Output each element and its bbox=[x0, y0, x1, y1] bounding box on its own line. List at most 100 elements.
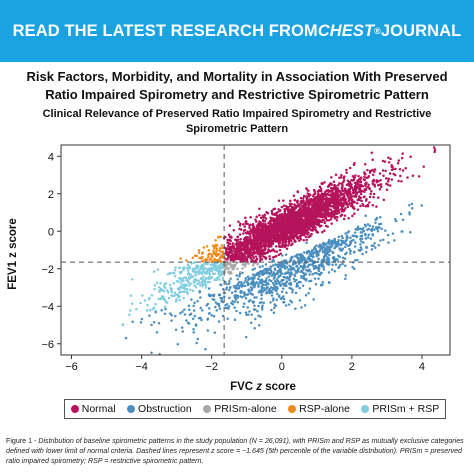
data-point bbox=[317, 269, 320, 272]
data-point bbox=[376, 230, 380, 233]
data-point bbox=[196, 337, 200, 341]
data-point bbox=[213, 272, 216, 275]
data-point bbox=[283, 209, 287, 213]
data-point bbox=[196, 300, 199, 303]
data-point bbox=[378, 188, 382, 191]
data-point bbox=[238, 284, 241, 288]
data-point bbox=[325, 248, 329, 251]
data-point bbox=[321, 205, 325, 209]
data-point bbox=[200, 272, 204, 276]
data-point bbox=[257, 304, 260, 308]
data-point bbox=[371, 168, 374, 172]
data-point bbox=[182, 296, 185, 300]
data-point bbox=[254, 255, 258, 258]
data-point bbox=[349, 236, 352, 239]
data-point bbox=[225, 286, 229, 290]
data-point bbox=[320, 211, 323, 214]
data-point bbox=[247, 278, 250, 281]
data-point bbox=[366, 236, 370, 239]
data-point bbox=[411, 174, 415, 178]
data-point bbox=[254, 273, 257, 277]
data-point bbox=[254, 308, 257, 311]
data-point bbox=[253, 227, 257, 231]
data-point bbox=[277, 274, 281, 278]
data-point bbox=[307, 256, 310, 260]
data-point bbox=[121, 323, 125, 327]
data-point bbox=[289, 214, 293, 217]
data-point bbox=[293, 274, 297, 278]
data-point bbox=[299, 238, 303, 241]
data-point bbox=[325, 219, 329, 222]
data-point bbox=[360, 184, 363, 187]
data-point bbox=[304, 195, 308, 198]
data-point bbox=[293, 240, 296, 243]
data-point bbox=[213, 331, 217, 334]
data-point bbox=[280, 272, 283, 276]
data-point bbox=[303, 226, 307, 230]
data-point bbox=[329, 215, 333, 218]
data-point bbox=[311, 209, 315, 213]
data-point bbox=[152, 306, 156, 309]
data-point bbox=[258, 207, 261, 210]
data-point bbox=[384, 177, 388, 180]
data-point bbox=[216, 269, 220, 273]
figure-subtitle-line-2: Spirometric Pattern bbox=[185, 123, 289, 135]
data-point bbox=[235, 250, 239, 254]
data-point bbox=[348, 248, 351, 251]
data-point bbox=[194, 286, 198, 289]
data-point bbox=[353, 231, 357, 234]
data-point bbox=[270, 209, 274, 213]
data-point bbox=[175, 298, 178, 301]
data-point bbox=[287, 241, 291, 245]
data-point bbox=[311, 217, 315, 220]
data-point bbox=[198, 272, 201, 275]
data-point bbox=[264, 263, 268, 266]
data-point bbox=[153, 284, 156, 287]
data-point bbox=[282, 262, 285, 266]
data-point bbox=[308, 201, 311, 204]
data-point bbox=[333, 183, 336, 187]
data-point bbox=[240, 280, 243, 284]
data-point bbox=[268, 287, 272, 290]
data-point bbox=[374, 246, 377, 250]
legend-label: PRISm-alone bbox=[214, 403, 277, 415]
data-point bbox=[356, 208, 360, 211]
data-point bbox=[201, 270, 205, 273]
data-point bbox=[201, 309, 204, 312]
data-point bbox=[337, 211, 341, 214]
data-point bbox=[281, 264, 285, 268]
data-point bbox=[208, 267, 212, 270]
data-point bbox=[368, 171, 372, 174]
data-point bbox=[231, 242, 235, 245]
data-point bbox=[336, 244, 339, 248]
data-point bbox=[330, 205, 334, 208]
data-point bbox=[328, 281, 331, 285]
data-point bbox=[224, 303, 227, 307]
data-point bbox=[290, 219, 294, 222]
data-point bbox=[371, 182, 375, 185]
data-point bbox=[283, 267, 287, 270]
data-point bbox=[279, 252, 282, 256]
data-point bbox=[364, 250, 368, 254]
data-point bbox=[266, 251, 269, 255]
data-point bbox=[314, 205, 318, 208]
data-point bbox=[348, 166, 352, 170]
data-point bbox=[334, 208, 338, 212]
data-point bbox=[368, 224, 372, 228]
data-point bbox=[129, 294, 133, 298]
data-point bbox=[305, 238, 308, 242]
data-point bbox=[277, 199, 281, 203]
data-point bbox=[243, 225, 247, 228]
data-point bbox=[150, 294, 154, 297]
data-point bbox=[271, 299, 275, 302]
data-point bbox=[156, 268, 160, 271]
data-point bbox=[285, 281, 288, 284]
data-point bbox=[357, 195, 361, 198]
data-point bbox=[198, 284, 202, 287]
data-point bbox=[377, 244, 380, 247]
data-point bbox=[251, 293, 254, 296]
data-point bbox=[188, 265, 191, 268]
data-point bbox=[212, 294, 216, 298]
data-point bbox=[262, 222, 265, 226]
data-point bbox=[244, 276, 248, 280]
